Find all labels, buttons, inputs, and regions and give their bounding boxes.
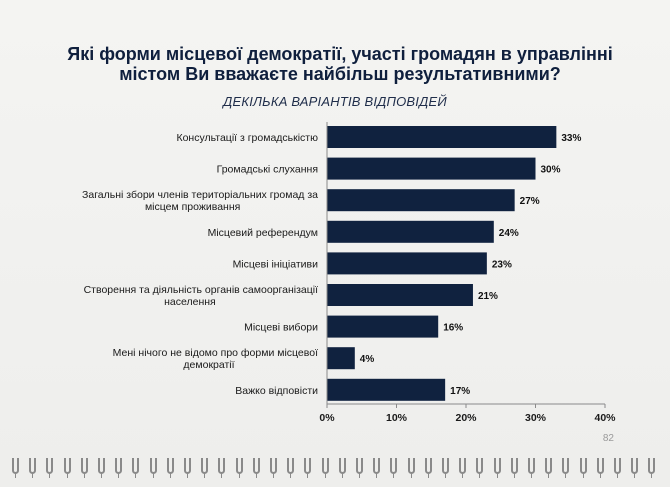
binding-ring [80, 458, 88, 478]
binding-ring [98, 458, 105, 478]
bar-6 [327, 315, 439, 338]
binding-ring [596, 458, 604, 478]
binding-ring [115, 458, 123, 478]
binding-ring [304, 458, 312, 478]
binding-ring [528, 458, 535, 478]
binding-ring [562, 458, 570, 478]
x-tick-label-1: 10% [386, 412, 408, 424]
value-label-2: 27% [520, 196, 540, 207]
bar-2 [327, 189, 515, 212]
binding-ring [648, 458, 656, 478]
category-label-2: Загальні збори членів територіальних гро… [82, 189, 318, 213]
binding-ring [270, 458, 277, 478]
category-label-1: Громадські слухання [217, 164, 318, 176]
value-label-1: 30% [541, 165, 561, 176]
value-label-6: 16% [443, 323, 463, 334]
binding-ring [407, 458, 415, 478]
binding-ring [424, 458, 432, 478]
binding-ring [218, 458, 226, 478]
category-label-3: Місцевий референдум [208, 227, 318, 239]
binding-ring [166, 458, 174, 478]
x-tick-label-0: 0% [319, 412, 335, 424]
binding-ring [29, 458, 37, 478]
binding-ring [476, 458, 484, 478]
binding-ring [46, 458, 54, 478]
bar-0 [327, 126, 557, 148]
chart-subtitle: ДЕКІЛЬКА ВАРІАНТІВ ВІДПОВІДЕЙ [223, 94, 447, 109]
x-tick-label-2: 20% [455, 412, 477, 424]
value-label-0: 33% [561, 133, 581, 144]
binding-ring [459, 458, 467, 478]
binding-ring [252, 458, 260, 478]
binding-ring [63, 458, 71, 478]
value-label-3: 24% [499, 228, 519, 239]
binding-ring [614, 458, 621, 478]
x-tick-label-4: 40% [594, 412, 616, 424]
category-label-6: Місцеві вибори [244, 322, 318, 334]
spiral-binding [0, 454, 670, 487]
bar-4 [327, 252, 487, 275]
binding-ring [132, 458, 140, 478]
bar-8 [327, 378, 446, 401]
binding-ring [12, 458, 19, 478]
binding-ring [184, 458, 191, 478]
chart-title: Які форми місцевої демократії, участі гр… [67, 44, 613, 84]
binding-ring [493, 458, 501, 478]
binding-ring [338, 458, 346, 478]
binding-ring [545, 458, 553, 478]
x-tick-label-3: 30% [525, 412, 547, 424]
binding-ring [356, 458, 363, 478]
category-label-8: Важко відповісти [235, 385, 318, 397]
bar-5 [327, 284, 473, 306]
category-label-5: Створення та діяльність органів самоорга… [84, 284, 318, 308]
bar-7 [327, 347, 355, 370]
binding-ring [235, 458, 243, 478]
bar-3 [327, 220, 494, 243]
binding-ring [287, 458, 295, 478]
binding-ring [390, 458, 398, 478]
value-label-4: 23% [492, 259, 512, 270]
page-number: 82 [602, 433, 614, 444]
category-label-0: Консультації з громадськістю [176, 132, 318, 144]
bar-1 [327, 157, 536, 180]
binding-ring [631, 458, 639, 478]
binding-ring [510, 458, 518, 478]
binding-ring [579, 458, 587, 478]
binding-ring [201, 458, 209, 478]
binding-ring [321, 458, 329, 478]
value-label-5: 21% [478, 291, 498, 302]
binding-ring [373, 458, 381, 478]
category-label-7: Мені нічого не відомо про форми місцевої… [113, 347, 318, 371]
value-label-8: 17% [450, 386, 470, 397]
binding-ring [149, 458, 157, 478]
binding-ring [442, 458, 449, 478]
value-label-7: 4% [360, 354, 375, 365]
category-label-4: Місцеві ініціативи [233, 258, 319, 270]
